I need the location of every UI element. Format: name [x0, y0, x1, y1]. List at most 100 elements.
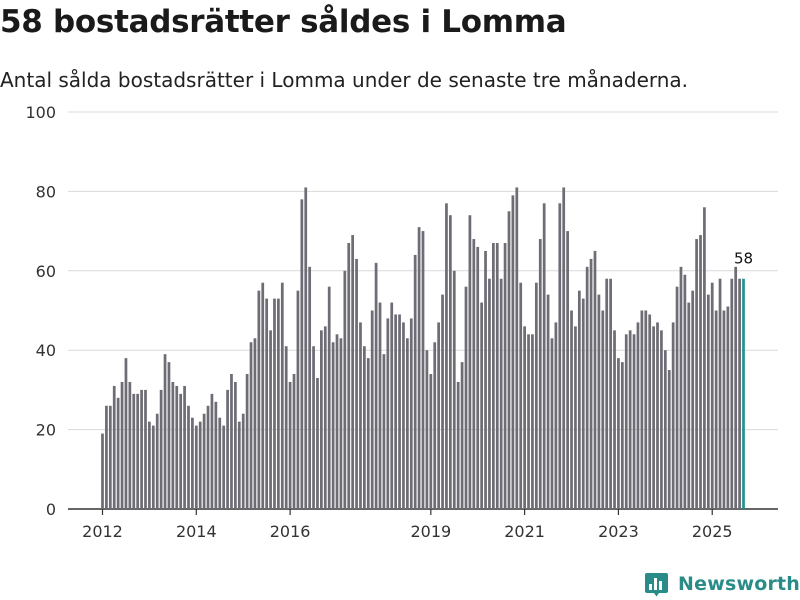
bar[interactable]: [347, 243, 351, 509]
bar[interactable]: [382, 354, 386, 509]
bar[interactable]: [167, 362, 171, 509]
bar-highlight[interactable]: [742, 278, 745, 509]
bar[interactable]: [624, 334, 628, 509]
bar[interactable]: [335, 334, 339, 509]
bar[interactable]: [304, 187, 308, 509]
bar[interactable]: [234, 381, 237, 509]
bar[interactable]: [632, 334, 636, 509]
bar[interactable]: [718, 278, 722, 509]
bar[interactable]: [538, 239, 542, 510]
bar[interactable]: [452, 270, 456, 509]
bar[interactable]: [589, 258, 593, 509]
bar[interactable]: [183, 385, 186, 509]
bar[interactable]: [214, 401, 218, 509]
bar[interactable]: [151, 425, 155, 509]
bar[interactable]: [581, 298, 585, 509]
bar[interactable]: [503, 243, 507, 509]
bar[interactable]: [429, 374, 433, 509]
bar[interactable]: [124, 358, 128, 509]
bar[interactable]: [144, 389, 147, 509]
bar[interactable]: [437, 322, 441, 509]
bar[interactable]: [105, 405, 108, 509]
bar[interactable]: [652, 326, 655, 509]
newsworthy-brand[interactable]: Newsworthy: [644, 569, 800, 599]
bar[interactable]: [566, 231, 569, 509]
bar[interactable]: [191, 417, 194, 509]
bar[interactable]: [472, 239, 476, 510]
bar[interactable]: [491, 243, 495, 509]
bar[interactable]: [370, 310, 374, 510]
bar[interactable]: [679, 266, 683, 509]
bar[interactable]: [241, 413, 245, 509]
bar[interactable]: [671, 322, 675, 509]
bar[interactable]: [699, 235, 702, 509]
bar[interactable]: [206, 405, 210, 509]
bar[interactable]: [550, 338, 554, 509]
bar[interactable]: [663, 350, 667, 509]
bar[interactable]: [218, 417, 222, 509]
bar[interactable]: [261, 282, 265, 509]
bar[interactable]: [640, 310, 644, 510]
bar[interactable]: [128, 381, 132, 509]
bar[interactable]: [722, 310, 726, 510]
bar[interactable]: [546, 294, 550, 509]
bar[interactable]: [441, 294, 444, 509]
bar[interactable]: [609, 278, 612, 509]
bar[interactable]: [456, 381, 460, 509]
bar[interactable]: [390, 302, 394, 509]
bar[interactable]: [601, 310, 605, 510]
bar[interactable]: [308, 266, 312, 509]
bar[interactable]: [171, 381, 175, 509]
bar[interactable]: [515, 187, 519, 509]
bar[interactable]: [628, 330, 632, 509]
bar[interactable]: [484, 250, 487, 509]
bar[interactable]: [448, 215, 452, 509]
bar[interactable]: [323, 326, 327, 509]
bar[interactable]: [519, 282, 523, 509]
bar[interactable]: [198, 421, 202, 509]
bar[interactable]: [296, 290, 300, 509]
bar[interactable]: [499, 278, 503, 509]
bar[interactable]: [413, 254, 417, 509]
bar[interactable]: [245, 374, 249, 509]
bar[interactable]: [738, 278, 741, 509]
bar[interactable]: [597, 294, 601, 509]
bar[interactable]: [226, 389, 229, 509]
bar[interactable]: [613, 330, 616, 509]
bar[interactable]: [210, 393, 214, 509]
bar[interactable]: [351, 235, 355, 509]
bar[interactable]: [136, 393, 140, 509]
bar[interactable]: [331, 342, 335, 509]
bar[interactable]: [433, 342, 437, 509]
bar[interactable]: [222, 425, 226, 509]
bar[interactable]: [593, 250, 597, 509]
bar[interactable]: [574, 326, 577, 509]
bar[interactable]: [570, 310, 573, 510]
bar[interactable]: [355, 258, 358, 509]
bar[interactable]: [140, 389, 143, 509]
bar[interactable]: [534, 282, 538, 509]
bar[interactable]: [710, 282, 714, 509]
bar[interactable]: [120, 381, 124, 509]
bar[interactable]: [363, 346, 366, 509]
bar[interactable]: [476, 246, 480, 510]
bar[interactable]: [683, 274, 687, 509]
bar[interactable]: [402, 322, 405, 509]
bar[interactable]: [194, 425, 198, 509]
bar[interactable]: [695, 239, 698, 510]
bar[interactable]: [366, 358, 370, 509]
bar[interactable]: [273, 298, 276, 509]
bar[interactable]: [468, 215, 472, 509]
bar[interactable]: [460, 362, 464, 509]
bar[interactable]: [159, 389, 163, 509]
bar[interactable]: [660, 330, 663, 509]
bar[interactable]: [288, 381, 292, 509]
bar[interactable]: [714, 310, 718, 510]
bar[interactable]: [480, 302, 483, 509]
bar[interactable]: [542, 203, 546, 509]
bar[interactable]: [425, 350, 429, 509]
bar[interactable]: [605, 278, 609, 509]
bar[interactable]: [316, 377, 319, 509]
bar[interactable]: [558, 203, 562, 509]
bar[interactable]: [527, 334, 530, 509]
